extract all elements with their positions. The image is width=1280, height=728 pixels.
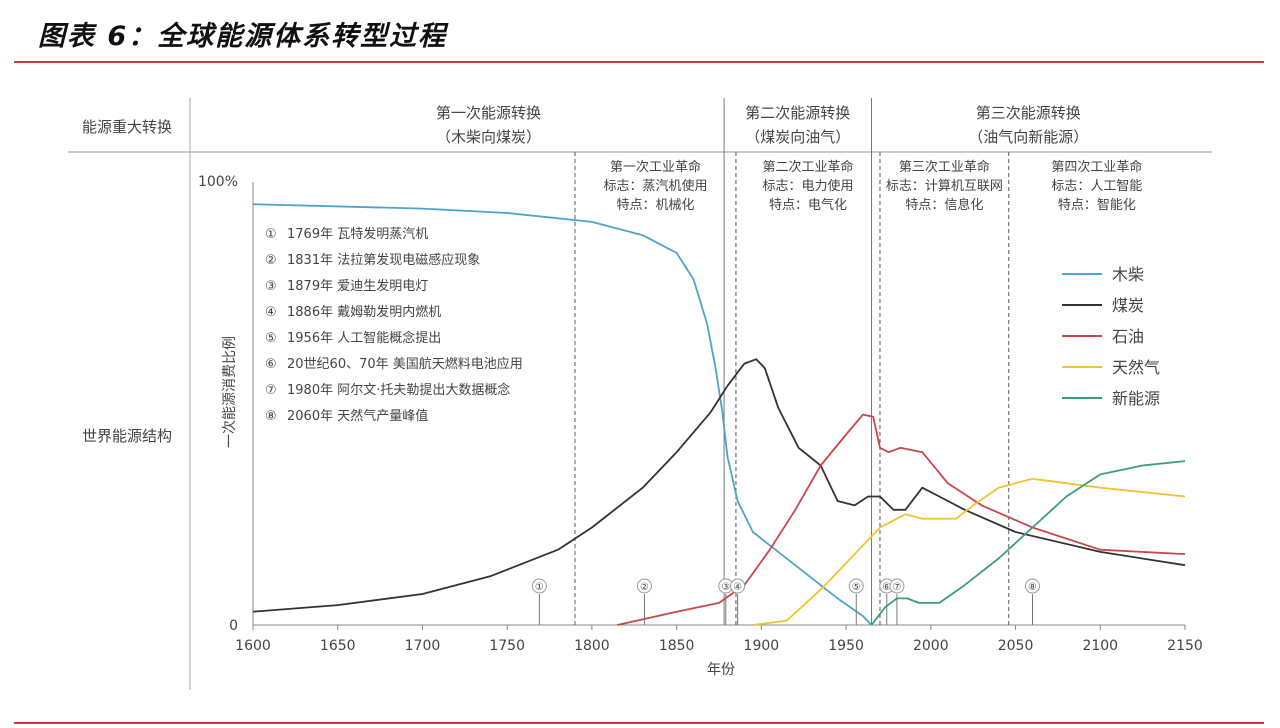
event-list-text: 1956年 人工智能概念提出 xyxy=(287,330,441,346)
top-rule xyxy=(14,61,1264,63)
event-marker-label: ⑦ xyxy=(892,582,901,593)
series-line-coal xyxy=(252,358,1186,613)
event-list-text: 2060年 天然气产量峰值 xyxy=(287,408,428,424)
revolution-text: 标志：蒸汽机使用 xyxy=(603,178,707,194)
event-list-text: 1886年 戴姆勒发明内燃机 xyxy=(287,304,441,320)
event-list-text: 1769年 瓦特发明蒸汽机 xyxy=(287,226,428,242)
revolution-text: 标志：电力使用 xyxy=(762,178,853,194)
transition-subtitle: （煤炭向油气） xyxy=(745,128,850,146)
x-tick-label: 1750 xyxy=(489,638,525,654)
event-list-text: 20世纪60、70年 美国航天燃料电池应用 xyxy=(287,356,523,372)
revolution-text: 特点：智能化 xyxy=(1058,198,1136,213)
event-marker-circle xyxy=(636,578,652,594)
x-tick-label: 1700 xyxy=(405,638,441,654)
revolution-text: 特点：电气化 xyxy=(769,197,847,213)
event-list-marker: ⑥ xyxy=(265,357,277,372)
event-list-text: 1879年 爱迪生发明电灯 xyxy=(287,278,428,294)
transition-title: 第一次能源转换 xyxy=(436,104,541,122)
x-tick-label: 1900 xyxy=(744,638,780,654)
event-marker-label: ⑧ xyxy=(1028,582,1037,593)
legend-label: 木柴 xyxy=(1112,265,1144,284)
event-list-marker: ② xyxy=(265,253,277,268)
event-marker-circle xyxy=(730,578,746,594)
x-axis-label: 年份 xyxy=(707,662,735,678)
transition-title: 第二次能源转换 xyxy=(745,104,850,122)
event-marker-label: ⑤ xyxy=(852,582,861,593)
event-list-marker: ③ xyxy=(265,279,277,294)
event-list-marker: ④ xyxy=(265,305,277,320)
event-list-text: 1980年 阿尔文·托夫勒提出大数据概念 xyxy=(287,382,510,398)
y-axis-label: 一次能源消费比例 xyxy=(222,336,238,448)
series-line-gas xyxy=(752,477,1186,626)
revolution-text: 特点：机械化 xyxy=(616,198,694,213)
transition-title: 第三次能源转换 xyxy=(976,104,1081,122)
x-tick-label: 1850 xyxy=(659,638,695,654)
revolution-text: 第三次工业革命 xyxy=(899,159,990,175)
event-marker-label: ③ xyxy=(721,582,730,593)
x-tick-label: 2050 xyxy=(998,638,1034,654)
x-tick-label: 1800 xyxy=(574,638,610,654)
x-tick-label: 1650 xyxy=(320,638,356,654)
revolution-text: 第四次工业革命 xyxy=(1051,159,1142,175)
legend-label: 天然气 xyxy=(1112,358,1160,377)
event-marker-label: ② xyxy=(640,582,649,593)
header-row-label: 能源重大转换 xyxy=(82,118,172,136)
legend-label: 煤炭 xyxy=(1112,296,1144,315)
x-tick-label: 1950 xyxy=(828,638,864,654)
y-tick-zero: 0 xyxy=(229,618,238,634)
revolution-text: 标志：计算机互联网 xyxy=(886,179,1003,194)
event-list-marker: ⑦ xyxy=(265,383,277,398)
event-list-marker: ⑤ xyxy=(265,331,277,346)
legend-label: 新能源 xyxy=(1112,389,1160,408)
series-line-new_energy xyxy=(870,460,1186,626)
y-tick-top: 100% xyxy=(198,174,238,190)
event-marker-circle xyxy=(889,578,905,594)
transition-subtitle: （油气向新能源） xyxy=(968,128,1088,146)
revolution-text: 第一次工业革命 xyxy=(610,159,701,175)
figure-title: 图表 6：全球能源体系转型过程 xyxy=(38,21,448,52)
event-marker-circle xyxy=(848,578,864,594)
x-tick-label: 2150 xyxy=(1167,638,1203,654)
x-tick-label: 2100 xyxy=(1082,638,1118,654)
legend-label: 石油 xyxy=(1112,327,1144,346)
event-list-marker: ⑧ xyxy=(265,409,277,424)
event-marker-label: ① xyxy=(535,582,544,593)
x-tick-label: 1600 xyxy=(235,638,271,654)
event-marker-label: ⑥ xyxy=(882,582,891,593)
event-list-marker: ① xyxy=(265,227,277,242)
event-marker-label: ④ xyxy=(733,582,742,593)
revolution-text: 标志：人工智能 xyxy=(1051,179,1142,194)
revolution-text: 特点：信息化 xyxy=(905,197,983,213)
event-marker-circle xyxy=(1024,578,1040,594)
event-marker-circle xyxy=(531,578,547,594)
transition-subtitle: （木柴向煤炭） xyxy=(436,128,541,146)
bottom-rule xyxy=(14,722,1264,724)
event-list-text: 1831年 法拉第发现电磁感应现象 xyxy=(287,252,480,268)
series-line-wood xyxy=(252,203,873,626)
x-tick-label: 2000 xyxy=(913,638,949,654)
revolution-text: 第二次工业革命 xyxy=(762,159,853,175)
series-line-oil xyxy=(617,413,1186,626)
side-label: 世界能源结构 xyxy=(82,427,172,445)
